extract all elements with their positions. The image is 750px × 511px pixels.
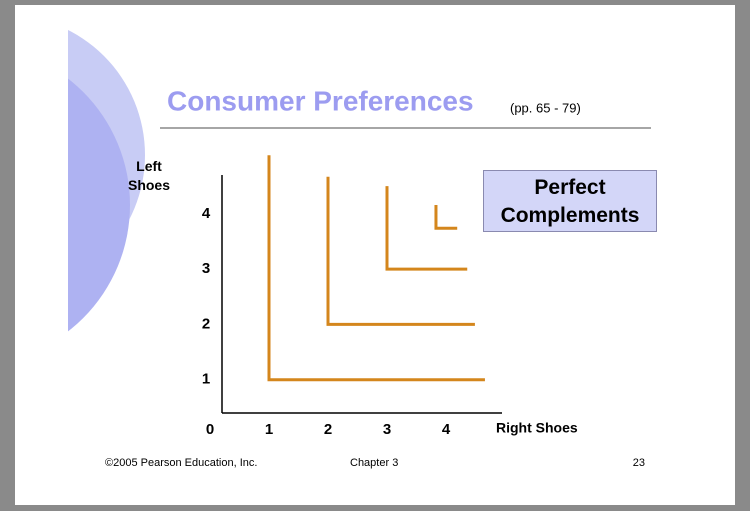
y-tick-label: 2 xyxy=(202,315,210,332)
subtitle: (pp. 65 - 79) xyxy=(510,100,581,115)
x-axis-label: Right Shoes xyxy=(496,420,578,436)
decor-mask xyxy=(15,5,68,505)
y-tick-label: 1 xyxy=(202,371,210,388)
indifference-curve xyxy=(385,186,468,271)
footer-left: ©2005 Pearson Education, Inc. xyxy=(105,457,257,469)
x-tick-label: 3 xyxy=(383,421,391,438)
y-tick-label: 3 xyxy=(202,260,210,277)
x-tick-label: 1 xyxy=(265,421,273,438)
indifference-curve xyxy=(267,155,485,382)
x-tick-label: 0 xyxy=(206,421,214,438)
x-tick-label: 4 xyxy=(442,421,451,438)
title: Consumer Preferences xyxy=(167,85,474,116)
y-tick-label: 4 xyxy=(202,205,211,222)
slide: Consumer Preferences (pp. 65 - 79) Right… xyxy=(15,5,735,505)
indifference-curve xyxy=(326,176,475,326)
annotation-box: Perfect Complements xyxy=(483,170,657,232)
y-axis-label: Left Shoes xyxy=(127,158,170,193)
x-tick-label: 2 xyxy=(324,421,332,438)
footer-right: 23 xyxy=(633,457,645,469)
indifference-curve xyxy=(434,204,458,230)
chart: Consumer Preferences (pp. 65 - 79) Right… xyxy=(15,5,651,505)
footer-center: Chapter 3 xyxy=(350,457,398,469)
